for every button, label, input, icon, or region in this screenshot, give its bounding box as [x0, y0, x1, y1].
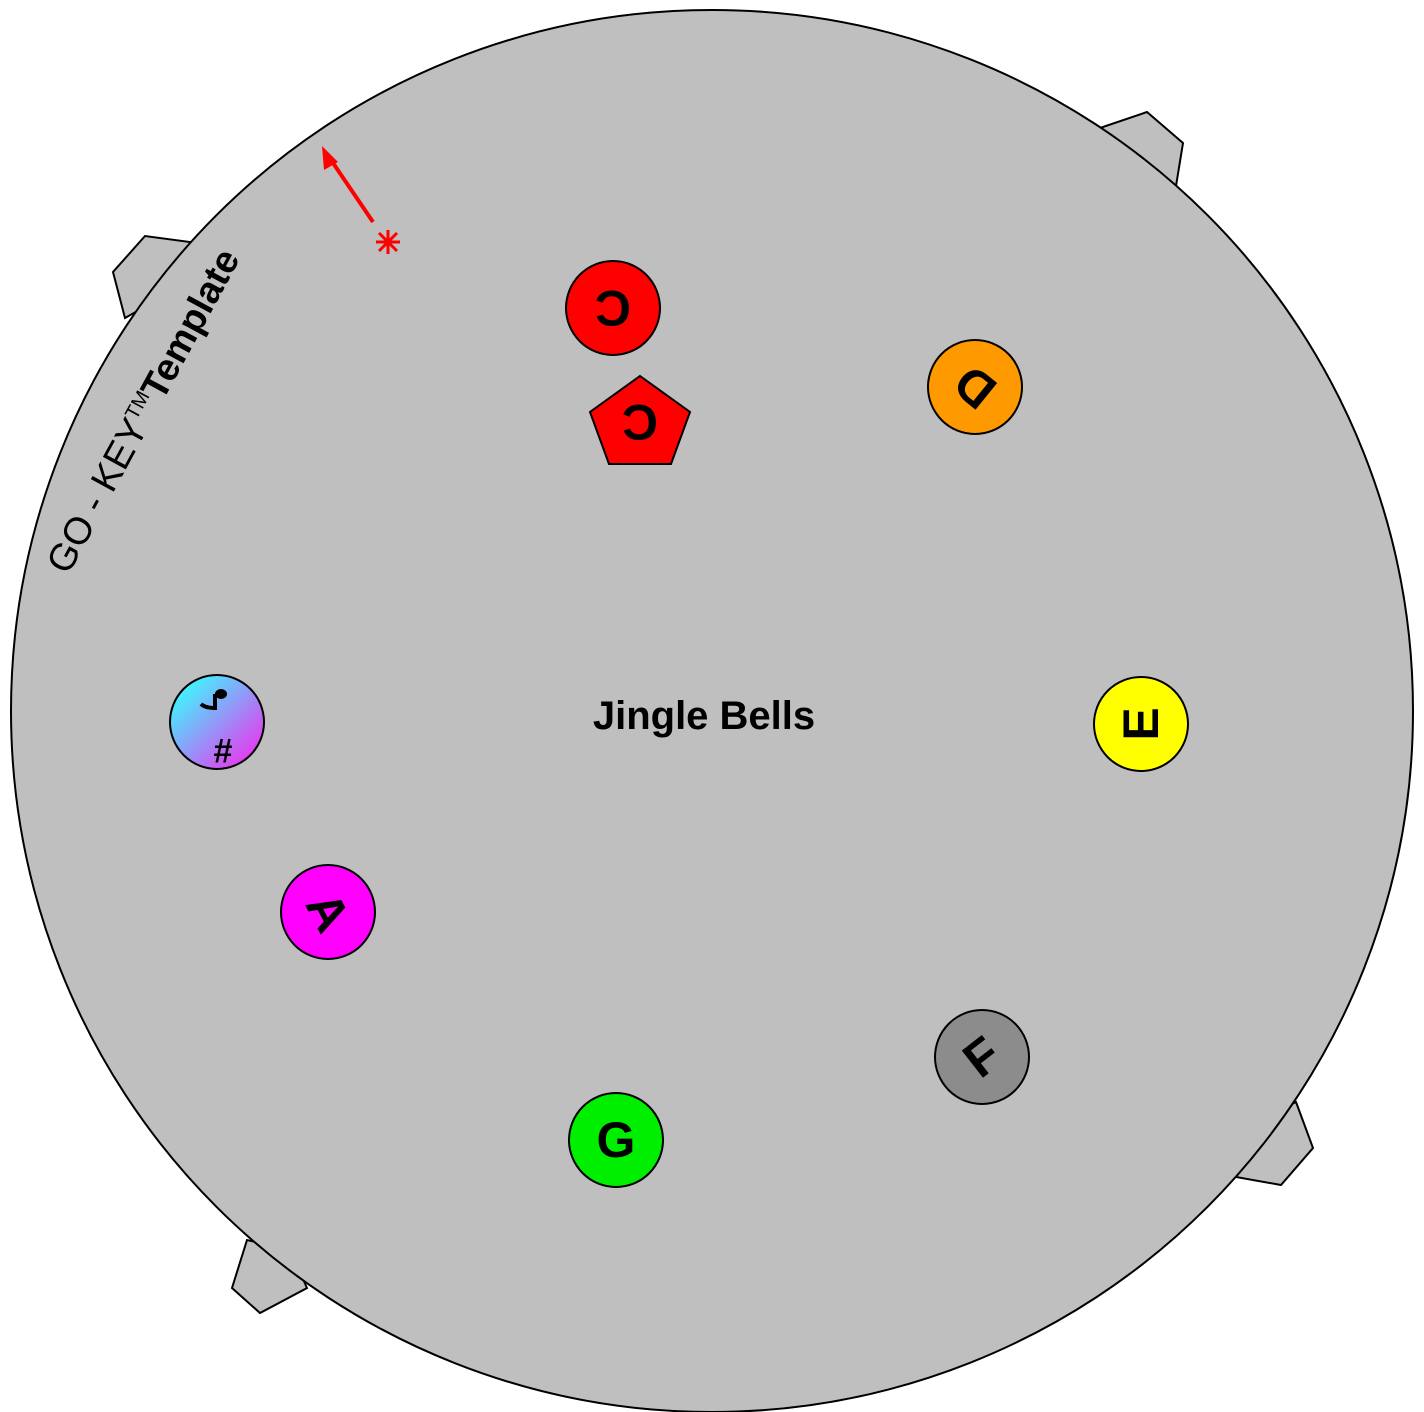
key-e[interactable]: E — [1093, 676, 1189, 772]
direction-arrow — [322, 146, 375, 224]
key-c[interactable]: C — [565, 260, 661, 356]
key-label: E — [1113, 707, 1169, 740]
key-label: C — [622, 394, 658, 450]
key-c-pentagon[interactable]: C — [588, 374, 692, 465]
start-star — [376, 230, 400, 254]
key-g[interactable]: G — [568, 1092, 664, 1188]
key-a[interactable]: A — [280, 864, 376, 960]
sharp-label: # — [213, 731, 232, 769]
song-title: Jingle Bells — [593, 694, 815, 738]
key-label: G — [597, 1112, 636, 1168]
key-f[interactable]: F — [934, 1009, 1030, 1105]
note-icon — [199, 689, 227, 711]
key-sharp[interactable]: # — [169, 674, 265, 770]
template-disc — [10, 9, 1414, 1412]
key-d[interactable]: D — [927, 339, 1023, 435]
key-label: C — [595, 280, 631, 336]
